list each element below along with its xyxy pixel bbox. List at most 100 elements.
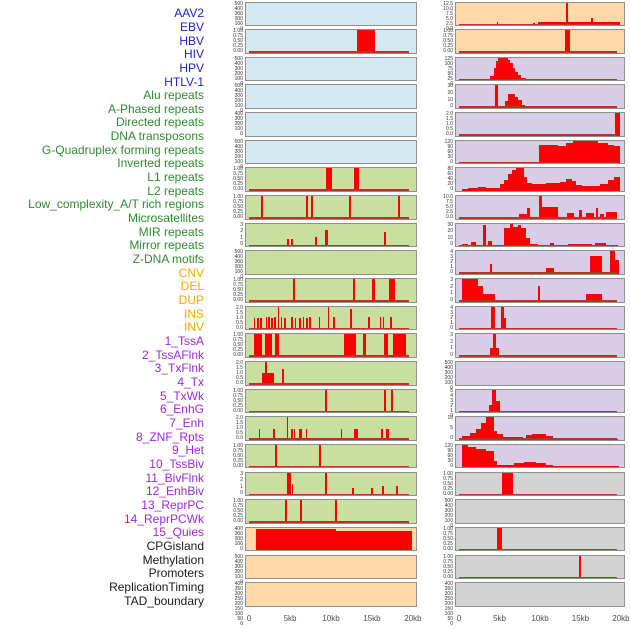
y-tick-label: 3: [450, 309, 453, 316]
y-tick-label: 300: [234, 93, 243, 100]
track-panel-AAV2: [245, 1, 417, 27]
y-axis-ticks-Microsatellites: 2.0 1.5 1.0 0.5 0.0: [217, 416, 243, 441]
x-tick-label: 20kb: [404, 613, 422, 623]
signal-bar: [326, 168, 332, 191]
y-tick-label: 4: [450, 304, 453, 311]
signal-bar: [291, 483, 294, 496]
y-tick-label: 0.0: [446, 25, 453, 32]
signal-bar: [262, 373, 266, 385]
y-tick-label: 100: [234, 269, 243, 276]
y-tick-label: 1.5: [236, 309, 243, 316]
y-tick-label: 80: [447, 166, 453, 173]
track-panel-6_EnhG: [455, 195, 625, 220]
y-tick-label: 200: [444, 601, 453, 608]
y-tick-label: 0.75: [443, 475, 453, 482]
y-tick-label: 500: [234, 83, 243, 90]
y-tick-label: 500: [234, 249, 243, 256]
signal-bar: [488, 240, 492, 247]
y-tick-label: 1.5: [236, 364, 243, 371]
track-label-L2 repeats: L2 repeats: [147, 183, 204, 198]
signal-bar: [500, 184, 504, 191]
y-tick-label: 10: [447, 96, 453, 103]
y-axis-ticks-DUP: 400 350 300 250 200 150 100 50 0: [217, 582, 243, 627]
y-tick-label: 0.50: [443, 38, 453, 45]
signal-baseline: [249, 51, 410, 53]
signal-bar: [354, 428, 358, 440]
y-axis-ticks-G-Quadruplex forming repeats: 1.00 0.75 0.50 0.25 0.00: [217, 278, 243, 303]
signal-baseline: [249, 189, 410, 191]
y-tick-label: 1.0: [236, 314, 243, 321]
track-panel-10_TssBiv: [455, 305, 625, 331]
y-tick-label: 0.25: [233, 347, 243, 354]
signal-bar: [590, 18, 593, 26]
signal-bar: [362, 334, 366, 357]
y-tick-label: 500: [444, 498, 453, 505]
y-tick-label: 1: [450, 345, 453, 352]
y-tick-label: 0: [450, 324, 453, 331]
y-tick-label: 200: [234, 568, 243, 575]
y-axis-ticks-CPGisland: 1.00 0.75 0.50 0.25 0.00: [427, 471, 453, 497]
y-tick-label: 50: [237, 616, 243, 623]
x-tick-label: 10kb: [322, 613, 340, 623]
track-label-column: AAV2 EBV HBV HIV HPV HTLV-1 Alu repeats A-Phase…: [0, 0, 206, 630]
track-panel-Promoters: [455, 526, 625, 552]
signal-bar: [614, 113, 620, 136]
y-axis-ticks-INV: 1.00 0.75 0.50 0.25 0.00: [427, 29, 453, 54]
signal-bar: [476, 428, 481, 440]
y-tick-label: 0: [240, 131, 243, 138]
y-tick-label: 4: [450, 249, 453, 256]
y-tick-label: 400: [234, 60, 243, 67]
signal-bar: [488, 405, 492, 413]
y-tick-label: 0.50: [233, 287, 243, 293]
signal-bar: [298, 428, 302, 440]
signal-bar: [532, 433, 547, 440]
track-label-CPGisland: CPGisland: [146, 538, 204, 553]
y-tick-label: 7.5: [446, 10, 453, 17]
signal-bar: [274, 444, 277, 468]
signal-bar: [352, 279, 356, 302]
signal-bar: [462, 436, 470, 440]
y-tick-label: 250: [234, 596, 243, 603]
signal-baseline: [249, 300, 410, 302]
track-label-2_TssAFlnk: 2_TssAFlnk: [141, 347, 204, 362]
signal-bar: [319, 444, 322, 468]
y-tick-label: 0.5: [446, 126, 453, 133]
signal-baseline: [459, 217, 618, 219]
signal-baseline: [249, 355, 410, 357]
y-tick-label: 60: [447, 148, 453, 155]
track-label-HIV: HIV: [183, 47, 204, 62]
y-axis-ticks-HPV: 400 300 200 100 0: [217, 112, 243, 137]
signal-bar: [493, 460, 497, 468]
y-axis-ticks-HTLV-1: 500 400 300 200 100 0: [217, 138, 243, 169]
signal-bar: [596, 208, 599, 219]
signal-bar: [496, 347, 499, 357]
y-tick-label: 0.75: [233, 33, 243, 40]
y-tick-label: 0: [240, 25, 243, 32]
track-label-AAV2: AAV2: [174, 6, 204, 21]
y-tick-label: 20: [447, 89, 453, 96]
y-tick-label: 0.75: [233, 447, 243, 454]
y-tick-label: 0: [240, 108, 243, 115]
y-tick-label: 0.00: [233, 352, 243, 359]
signal-bar: [390, 389, 393, 413]
y-axis-ticks-A-Phased repeats: 1.00 0.75 0.50 0.25 0.00: [217, 195, 243, 220]
signal-baseline: [249, 438, 410, 440]
track-panel-11_BivFlnk: [455, 333, 625, 358]
x-tick-label: 0: [456, 613, 462, 623]
signal-bar: [572, 141, 599, 164]
signal-baseline: [459, 134, 618, 136]
y-tick-label: 0: [450, 621, 453, 628]
y-tick-label: 500: [234, 138, 243, 145]
signal-bar: [566, 143, 573, 164]
y-tick-label: 200: [234, 535, 243, 542]
signal-bar: [526, 238, 531, 247]
y-tick-label: 1.00: [233, 387, 243, 394]
y-tick-label: 0: [240, 545, 243, 552]
signal-bar: [495, 85, 498, 109]
signal-bar: [392, 334, 407, 357]
signal-bar: [514, 463, 524, 468]
y-tick-label: 100: [444, 611, 453, 618]
signal-bar: [493, 430, 497, 440]
y-tick-label: 100: [444, 518, 453, 525]
